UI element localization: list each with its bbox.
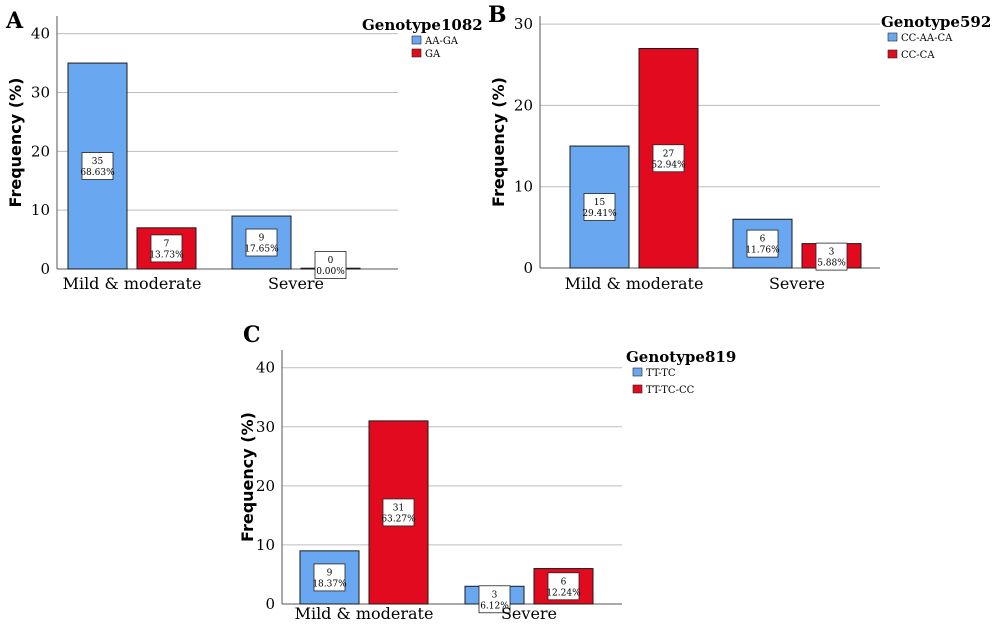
y-tick-label: 20	[514, 96, 533, 114]
data-label-box	[150, 234, 183, 263]
y-tick-label: 0	[265, 595, 275, 613]
legend-label: GA	[425, 49, 441, 60]
data-label-count: 0	[328, 256, 334, 266]
data-label-count: 9	[327, 568, 333, 578]
data-label-count: 9	[259, 234, 265, 244]
data-label-percent: 6.12%	[480, 601, 509, 611]
data-label-box	[314, 251, 347, 279]
legend-swatch	[632, 367, 643, 377]
y-tick-label: 10	[514, 178, 533, 196]
data-label-box	[547, 572, 580, 601]
legend: Genotype1082 AA-GA GA	[362, 16, 483, 60]
data-label: 918.37%	[312, 563, 347, 592]
y-tick-label: 30	[31, 83, 50, 101]
data-label-percent: 0.00%	[316, 267, 345, 277]
data-label: 713.73%	[149, 234, 184, 263]
y-tick-label: 20	[256, 477, 275, 495]
legend-label: TT-TC	[646, 368, 676, 379]
data-label-percent: 63.27%	[381, 514, 416, 524]
data-label: 35.88%	[815, 242, 848, 271]
legend-label: TT-TC-CC	[646, 385, 695, 396]
data-label: 36.12%	[478, 585, 511, 614]
y-tick-label: 0	[523, 259, 533, 277]
bar-aa-ga-mild-moderate	[67, 62, 128, 270]
panel-letter: B	[488, 2, 507, 28]
y-tick-label: 0	[40, 260, 50, 278]
legend-label: CC-CA	[901, 50, 935, 61]
data-label-count: 15	[594, 198, 606, 208]
data-label-count: 35	[92, 157, 104, 167]
x-category-label: Severe	[769, 274, 825, 293]
panel-letter: C	[243, 322, 261, 348]
x-category-label: Severe	[268, 274, 324, 293]
legend-swatch	[411, 35, 422, 45]
data-label-count: 27	[663, 149, 675, 159]
data-label-percent: 68.63%	[80, 168, 115, 178]
x-category-label: Severe	[501, 604, 557, 623]
legend-swatch	[411, 48, 422, 58]
data-label-count: 6	[760, 235, 766, 245]
x-category-label: Mild & moderate	[63, 274, 202, 293]
data-label-count: 3	[829, 248, 835, 258]
x-category-label: Mild & moderate	[565, 274, 704, 293]
data-label-percent: 52.94%	[651, 160, 686, 170]
data-label-box	[478, 585, 511, 614]
data-label: 612.24%	[546, 572, 581, 601]
data-label-count: 7	[164, 239, 170, 249]
data-label-count: 31	[393, 503, 404, 513]
legend: Genotype592 CC-AA-CA CC-CA	[881, 13, 991, 61]
y-tick-label: 20	[31, 142, 50, 160]
data-label-box	[652, 144, 685, 173]
data-label: 611.76%	[745, 229, 780, 258]
data-label-percent: 13.73%	[149, 250, 184, 260]
legend-title: Genotype1082	[362, 16, 483, 34]
legend-swatch	[887, 32, 898, 42]
data-label: 00.00%	[314, 251, 347, 279]
legend-title: Genotype819	[626, 348, 736, 366]
y-tick-label: 10	[256, 536, 275, 554]
y-tick-label: 40	[256, 359, 275, 377]
legend-label: CC-AA-CA	[901, 33, 953, 44]
y-axis-title: Frequency (%)	[6, 78, 25, 208]
data-label-percent: 29.41%	[582, 209, 617, 219]
data-label-percent: 18.37%	[312, 579, 347, 589]
data-label-box	[382, 498, 415, 527]
y-tick-label: 30	[256, 418, 275, 436]
data-label-box	[583, 193, 616, 221]
data-label-count: 6	[561, 577, 567, 587]
panel-letter: A	[5, 8, 24, 34]
bar-cc-aa-ca-severe	[732, 218, 793, 269]
y-tick-label: 10	[31, 201, 50, 219]
legend-swatch	[632, 384, 643, 394]
y-axis-title: Frequency (%)	[238, 412, 257, 542]
data-label-box	[815, 242, 848, 271]
data-label-percent: 11.76%	[745, 246, 780, 256]
y-tick-label: 40	[31, 25, 50, 43]
data-label-percent: 12.24%	[546, 588, 581, 598]
legend-label: AA-GA	[424, 36, 459, 47]
legend-swatch	[887, 49, 898, 59]
data-label-percent: 17.65%	[244, 245, 279, 255]
y-tick-label: 30	[514, 15, 533, 33]
legend: Genotype819 TT-TC TT-TC-CC	[626, 348, 736, 396]
legend-title: Genotype592	[881, 13, 991, 31]
y-axis-title: Frequency (%)	[489, 77, 508, 207]
data-label-box	[81, 152, 114, 180]
data-label-box	[746, 229, 779, 258]
data-label-count: 3	[492, 590, 498, 600]
data-label-box	[313, 563, 346, 592]
data-label-box	[245, 228, 278, 257]
data-label-percent: 5.88%	[817, 259, 846, 269]
data-label: 917.65%	[244, 228, 279, 257]
x-category-label: Mild & moderate	[295, 604, 434, 623]
